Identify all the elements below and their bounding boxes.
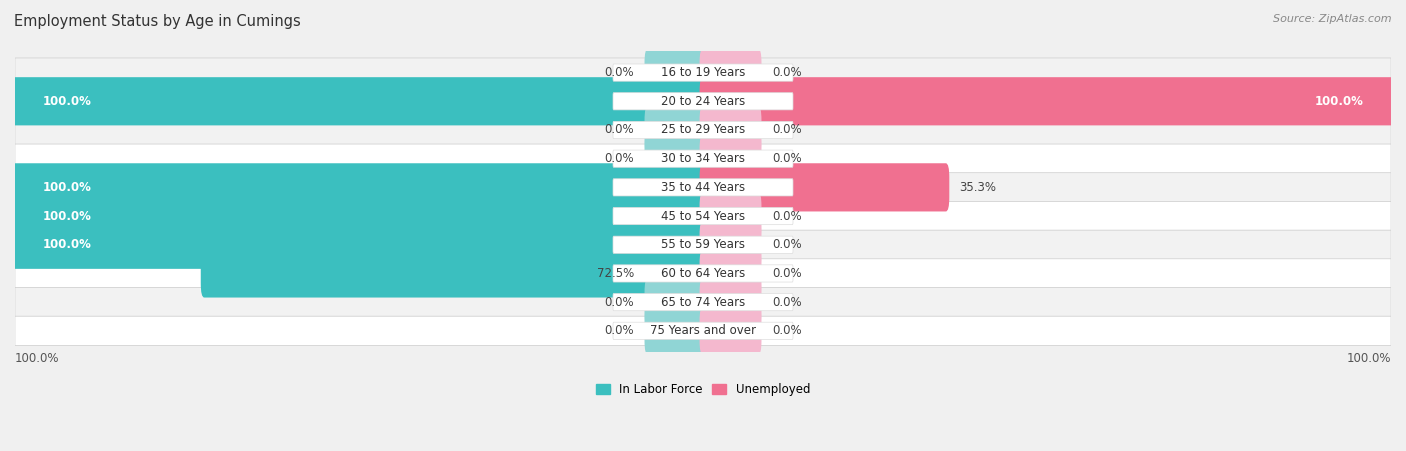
FancyBboxPatch shape	[15, 316, 1391, 345]
FancyBboxPatch shape	[15, 87, 1391, 116]
FancyBboxPatch shape	[700, 192, 762, 240]
Text: 100.0%: 100.0%	[1347, 352, 1391, 365]
FancyBboxPatch shape	[15, 202, 1391, 230]
FancyBboxPatch shape	[15, 173, 1391, 202]
FancyBboxPatch shape	[700, 221, 762, 269]
FancyBboxPatch shape	[15, 144, 1391, 173]
FancyBboxPatch shape	[644, 278, 706, 326]
Text: 65 to 74 Years: 65 to 74 Years	[661, 295, 745, 308]
Text: 35.3%: 35.3%	[960, 181, 997, 194]
Text: 0.0%: 0.0%	[772, 124, 801, 137]
Text: 60 to 64 Years: 60 to 64 Years	[661, 267, 745, 280]
FancyBboxPatch shape	[700, 77, 1395, 125]
Text: 100.0%: 100.0%	[15, 352, 59, 365]
FancyBboxPatch shape	[11, 163, 706, 212]
Text: 0.0%: 0.0%	[772, 66, 801, 79]
Text: 0.0%: 0.0%	[772, 210, 801, 222]
Text: 0.0%: 0.0%	[605, 295, 634, 308]
FancyBboxPatch shape	[15, 58, 1391, 87]
FancyBboxPatch shape	[644, 307, 706, 355]
FancyBboxPatch shape	[700, 163, 949, 212]
FancyBboxPatch shape	[15, 115, 1391, 145]
FancyBboxPatch shape	[613, 93, 793, 110]
Text: Source: ZipAtlas.com: Source: ZipAtlas.com	[1274, 14, 1392, 23]
Text: 0.0%: 0.0%	[605, 152, 634, 165]
Text: 0.0%: 0.0%	[772, 295, 801, 308]
FancyBboxPatch shape	[700, 106, 762, 154]
FancyBboxPatch shape	[11, 192, 706, 240]
FancyBboxPatch shape	[613, 322, 793, 340]
FancyBboxPatch shape	[644, 134, 706, 183]
Text: 25 to 29 Years: 25 to 29 Years	[661, 124, 745, 137]
Text: 100.0%: 100.0%	[1315, 95, 1364, 108]
Text: 75 Years and over: 75 Years and over	[650, 324, 756, 337]
FancyBboxPatch shape	[644, 49, 706, 97]
Text: 0.0%: 0.0%	[605, 324, 634, 337]
Text: 0.0%: 0.0%	[772, 152, 801, 165]
FancyBboxPatch shape	[613, 64, 793, 81]
Legend: In Labor Force, Unemployed: In Labor Force, Unemployed	[591, 378, 815, 400]
FancyBboxPatch shape	[613, 265, 793, 282]
FancyBboxPatch shape	[15, 259, 1391, 288]
Text: 100.0%: 100.0%	[42, 210, 91, 222]
FancyBboxPatch shape	[11, 221, 706, 269]
Text: 72.5%: 72.5%	[598, 267, 634, 280]
Text: 55 to 59 Years: 55 to 59 Years	[661, 238, 745, 251]
FancyBboxPatch shape	[613, 121, 793, 138]
FancyBboxPatch shape	[644, 106, 706, 154]
Text: 35 to 44 Years: 35 to 44 Years	[661, 181, 745, 194]
FancyBboxPatch shape	[15, 230, 1391, 259]
FancyBboxPatch shape	[700, 249, 762, 298]
FancyBboxPatch shape	[613, 150, 793, 167]
FancyBboxPatch shape	[700, 307, 762, 355]
Text: Employment Status by Age in Cumings: Employment Status by Age in Cumings	[14, 14, 301, 28]
Text: 100.0%: 100.0%	[42, 95, 91, 108]
FancyBboxPatch shape	[613, 294, 793, 311]
FancyBboxPatch shape	[700, 134, 762, 183]
FancyBboxPatch shape	[613, 236, 793, 253]
Text: 45 to 54 Years: 45 to 54 Years	[661, 210, 745, 222]
FancyBboxPatch shape	[15, 287, 1391, 317]
Text: 30 to 34 Years: 30 to 34 Years	[661, 152, 745, 165]
Text: 16 to 19 Years: 16 to 19 Years	[661, 66, 745, 79]
Text: 100.0%: 100.0%	[42, 238, 91, 251]
FancyBboxPatch shape	[700, 49, 762, 97]
Text: 20 to 24 Years: 20 to 24 Years	[661, 95, 745, 108]
Text: 0.0%: 0.0%	[605, 124, 634, 137]
Text: 0.0%: 0.0%	[772, 238, 801, 251]
Text: 0.0%: 0.0%	[772, 267, 801, 280]
Text: 0.0%: 0.0%	[772, 324, 801, 337]
FancyBboxPatch shape	[613, 179, 793, 196]
FancyBboxPatch shape	[700, 278, 762, 326]
FancyBboxPatch shape	[201, 249, 706, 298]
Text: 0.0%: 0.0%	[605, 66, 634, 79]
Text: 100.0%: 100.0%	[42, 181, 91, 194]
FancyBboxPatch shape	[613, 207, 793, 225]
FancyBboxPatch shape	[11, 77, 706, 125]
